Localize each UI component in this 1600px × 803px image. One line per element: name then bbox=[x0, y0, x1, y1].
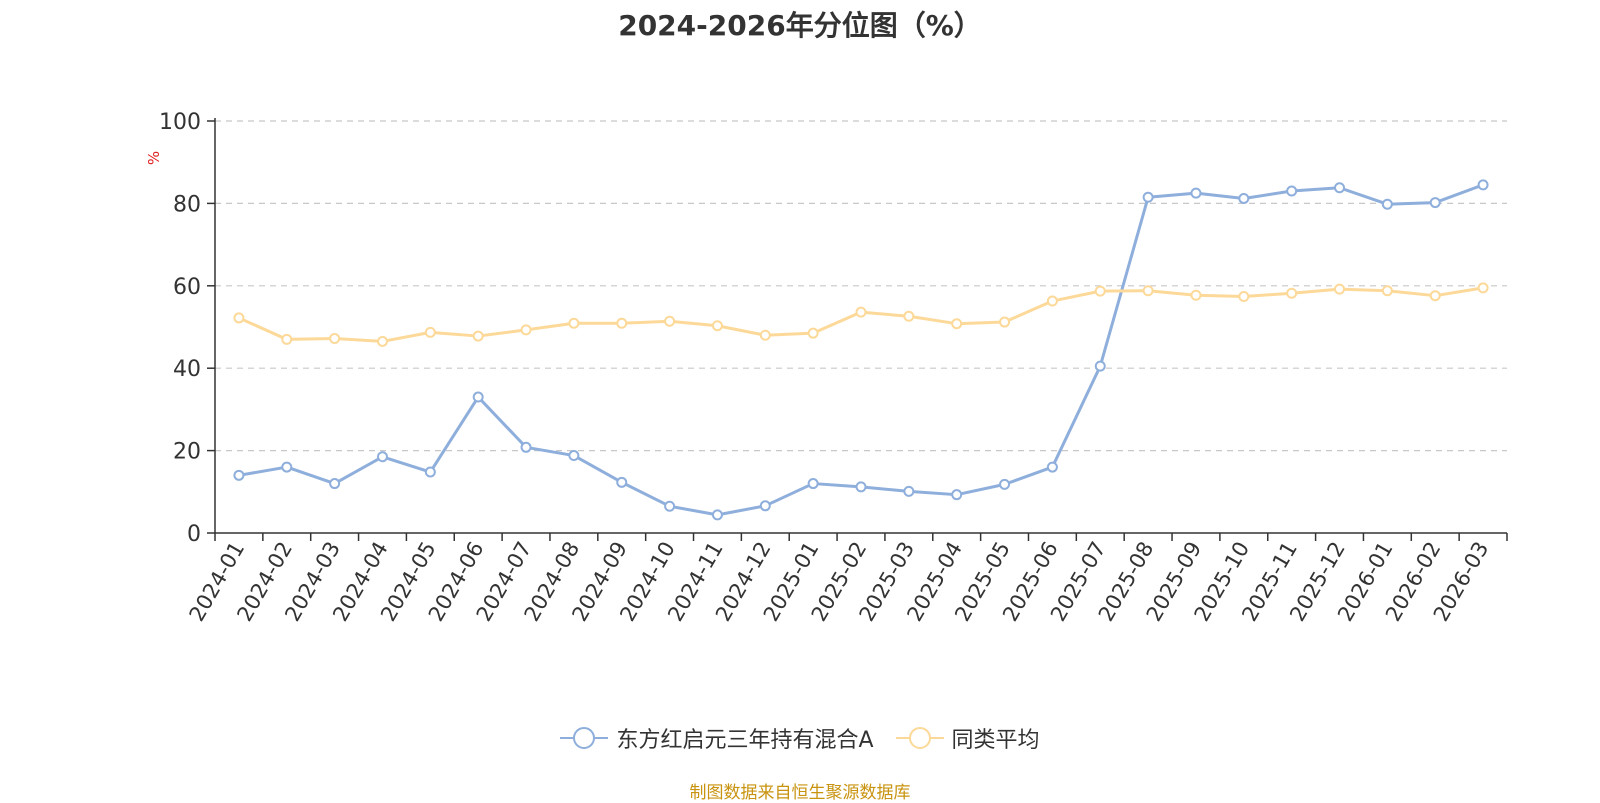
data-point-series-0[interactable] bbox=[759, 500, 771, 512]
data-point-series-1[interactable] bbox=[807, 327, 819, 339]
source-note: 制图数据来自恒生聚源数据库 bbox=[689, 783, 911, 803]
data-point-series-1[interactable] bbox=[759, 329, 771, 341]
data-point-series-0[interactable] bbox=[999, 478, 1011, 490]
legend-marker-icon bbox=[560, 727, 609, 749]
legend-marker-icon bbox=[895, 727, 944, 749]
data-point-series-0[interactable] bbox=[1046, 461, 1058, 473]
data-point-series-0[interactable] bbox=[329, 478, 341, 490]
data-point-series-0[interactable] bbox=[1142, 191, 1154, 203]
data-point-series-1[interactable] bbox=[999, 316, 1011, 328]
data-point-series-0[interactable] bbox=[1381, 198, 1393, 210]
data-point-series-0[interactable] bbox=[281, 461, 293, 473]
data-point-series-1[interactable] bbox=[1094, 285, 1106, 297]
data-point-series-1[interactable] bbox=[951, 318, 963, 330]
y-tick-label: 0 bbox=[187, 522, 201, 547]
data-point-series-1[interactable] bbox=[903, 310, 915, 322]
data-point-series-1[interactable] bbox=[1046, 295, 1058, 307]
data-point-series-0[interactable] bbox=[472, 391, 484, 403]
data-point-series-0[interactable] bbox=[1238, 192, 1250, 204]
data-point-series-1[interactable] bbox=[1286, 287, 1298, 299]
data-point-series-0[interactable] bbox=[568, 450, 580, 462]
series-line-0 bbox=[238, 183, 1484, 517]
grid-lines bbox=[215, 120, 1507, 452]
data-point-series-1[interactable] bbox=[281, 333, 293, 345]
y-tick-label: 60 bbox=[173, 275, 201, 300]
data-point-series-0[interactable] bbox=[616, 476, 628, 488]
legend-item-series-1[interactable]: 同类平均 bbox=[895, 722, 1040, 754]
data-point-series-1[interactable] bbox=[233, 312, 245, 324]
data-point-series-0[interactable] bbox=[807, 478, 819, 490]
data-point-series-1[interactable] bbox=[1381, 285, 1393, 297]
data-point-series-1[interactable] bbox=[1142, 285, 1154, 297]
data-point-series-0[interactable] bbox=[711, 509, 723, 521]
data-point-series-1[interactable] bbox=[472, 330, 484, 342]
data-point-series-1[interactable] bbox=[1190, 289, 1202, 301]
data-point-series-1[interactable] bbox=[855, 306, 867, 318]
data-point-series-1[interactable] bbox=[424, 326, 436, 338]
data-point-series-0[interactable] bbox=[233, 469, 245, 481]
data-point-series-0[interactable] bbox=[903, 485, 915, 497]
data-point-series-1[interactable] bbox=[1477, 282, 1489, 294]
data-point-series-1[interactable] bbox=[1238, 291, 1250, 303]
legend-label: 东方红启元三年持有混合A bbox=[616, 728, 874, 753]
data-point-series-0[interactable] bbox=[1429, 197, 1441, 209]
data-point-series-0[interactable] bbox=[1334, 182, 1346, 194]
legend-item-series-0[interactable]: 东方红启元三年持有混合A bbox=[560, 722, 874, 754]
data-point-series-0[interactable] bbox=[424, 466, 436, 478]
data-point-series-0[interactable] bbox=[1477, 179, 1489, 191]
data-point-series-1[interactable] bbox=[1429, 290, 1441, 302]
data-point-series-1[interactable] bbox=[329, 333, 341, 345]
data-point-series-0[interactable] bbox=[951, 489, 963, 501]
chart-title: 2024-2026年分位图（%） bbox=[618, 9, 982, 42]
data-point-series-1[interactable] bbox=[376, 335, 388, 347]
data-point-series-0[interactable] bbox=[1094, 360, 1106, 372]
data-point-series-1[interactable] bbox=[616, 317, 628, 329]
data-point-series-1[interactable] bbox=[520, 324, 532, 336]
data-point-series-1[interactable] bbox=[711, 320, 723, 332]
data-point-series-0[interactable] bbox=[376, 451, 388, 463]
data-point-series-1[interactable] bbox=[568, 317, 580, 329]
y-axis-unit-label: % bbox=[145, 151, 163, 165]
data-point-series-1[interactable] bbox=[664, 315, 676, 327]
y-tick-label: 100 bbox=[159, 110, 201, 135]
data-point-series-0[interactable] bbox=[1190, 187, 1202, 199]
data-point-series-0[interactable] bbox=[664, 500, 676, 512]
data-point-series-0[interactable] bbox=[1286, 185, 1298, 197]
y-tick-label: 40 bbox=[173, 357, 201, 382]
legend: 东方红启元三年持有混合A 同类平均 bbox=[0, 722, 1600, 754]
y-tick-label: 80 bbox=[173, 192, 201, 217]
y-tick-label: 20 bbox=[173, 440, 201, 465]
data-point-series-0[interactable] bbox=[855, 481, 867, 493]
data-point-series-0[interactable] bbox=[520, 441, 532, 453]
series-lines bbox=[233, 179, 1489, 521]
legend-label: 同类平均 bbox=[951, 728, 1040, 753]
data-point-series-1[interactable] bbox=[1334, 283, 1346, 295]
